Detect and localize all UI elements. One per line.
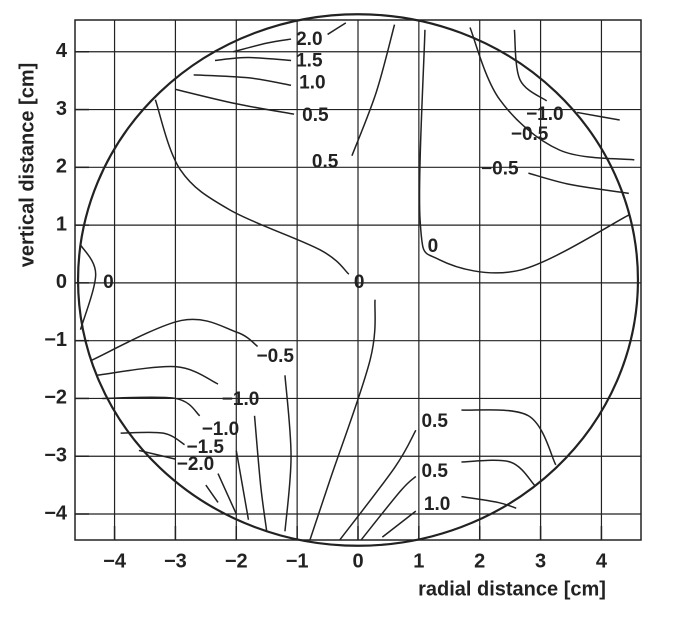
contour-line bbox=[469, 27, 635, 161]
contour-label: −0.5 bbox=[511, 124, 549, 145]
contour-label: −0.5 bbox=[256, 346, 294, 367]
contour-label: 0 bbox=[354, 272, 365, 293]
y-tick-label: −2 bbox=[44, 387, 67, 409]
y-tick-label: −3 bbox=[44, 445, 67, 467]
contour-line bbox=[339, 409, 557, 541]
y-tick-label: −4 bbox=[44, 502, 68, 524]
y-tick-label: 4 bbox=[56, 40, 68, 62]
contour-label: 1.0 bbox=[424, 494, 450, 515]
x-tick-label: 4 bbox=[596, 550, 608, 572]
contour-line bbox=[154, 99, 376, 541]
y-tick-label: 2 bbox=[56, 156, 67, 178]
contour-line bbox=[360, 459, 536, 541]
contour-label: 0 bbox=[103, 272, 114, 293]
contour-label: 2.0 bbox=[296, 29, 322, 50]
contour-line bbox=[175, 88, 295, 115]
x-tick-label: −4 bbox=[103, 550, 127, 572]
contour-line bbox=[138, 449, 219, 503]
contour-label: 0 bbox=[428, 236, 439, 257]
y-tick-label: 3 bbox=[56, 98, 67, 120]
contour-label: 0.5 bbox=[312, 152, 339, 173]
contour-line bbox=[214, 56, 292, 62]
contour-line bbox=[193, 74, 292, 87]
contour-line bbox=[233, 22, 347, 53]
y-axis-label: vertical distance [cm] bbox=[16, 63, 38, 268]
contour-label: 0.5 bbox=[302, 105, 329, 126]
x-tick-label: 2 bbox=[474, 550, 485, 572]
plot-frame bbox=[74, 19, 642, 541]
contour-line bbox=[351, 24, 396, 157]
x-tick-label: 3 bbox=[535, 550, 546, 572]
contour-label: −2.0 bbox=[177, 454, 215, 475]
contour-line bbox=[120, 431, 237, 515]
contour-line bbox=[528, 172, 629, 195]
contour-line bbox=[96, 365, 268, 532]
contour-label: 1.5 bbox=[296, 51, 323, 72]
y-tick-label: 0 bbox=[56, 271, 67, 293]
contour-label: 0.5 bbox=[421, 411, 448, 432]
contour-label: −1.5 bbox=[186, 437, 224, 458]
contour-label: −0.5 bbox=[481, 159, 519, 180]
x-tick-label: 1 bbox=[413, 550, 424, 572]
contour-line bbox=[381, 495, 517, 538]
contour-line bbox=[89, 318, 292, 532]
boundary-circle bbox=[76, 13, 640, 547]
contour-label: −1.0 bbox=[202, 419, 240, 440]
contour-line bbox=[79, 244, 97, 330]
contour-label: 1.0 bbox=[299, 73, 325, 94]
x-axis-label: radial distance [cm] bbox=[418, 578, 606, 600]
x-tick-label: −2 bbox=[225, 550, 248, 572]
contour-line bbox=[418, 29, 630, 274]
contour-label: 0.5 bbox=[421, 461, 448, 482]
contour-label: −1.0 bbox=[526, 104, 564, 125]
contour-label: −1.0 bbox=[222, 389, 260, 410]
x-tick-label: 0 bbox=[352, 550, 363, 572]
x-tick-label: −1 bbox=[286, 550, 309, 572]
contour-line bbox=[102, 396, 250, 520]
contour-line bbox=[513, 29, 620, 121]
y-tick-label: −1 bbox=[44, 329, 67, 351]
y-tick-label: 1 bbox=[56, 213, 67, 235]
x-tick-label: −3 bbox=[164, 550, 187, 572]
